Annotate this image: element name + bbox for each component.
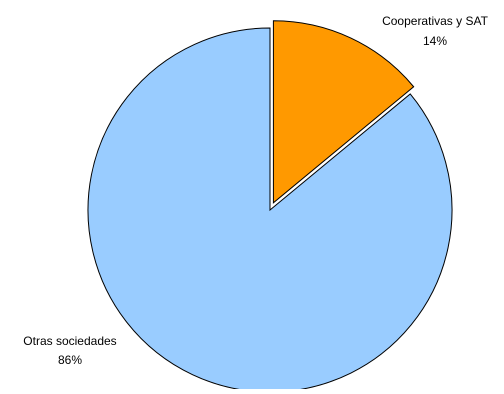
pie-slice-otras	[87, 27, 453, 393]
slice-label: Cooperativas y SAT	[382, 14, 488, 28]
pie-slice-cooperativas	[272, 20, 415, 204]
slice-label: Otras sociedades	[23, 334, 116, 348]
slices-layer	[87, 20, 453, 393]
labels-layer: Cooperativas y SAT 14% Otras sociedades 86%	[23, 14, 488, 367]
slice-value-label: 14%	[423, 34, 447, 48]
slice-value-label: 86%	[58, 353, 82, 367]
